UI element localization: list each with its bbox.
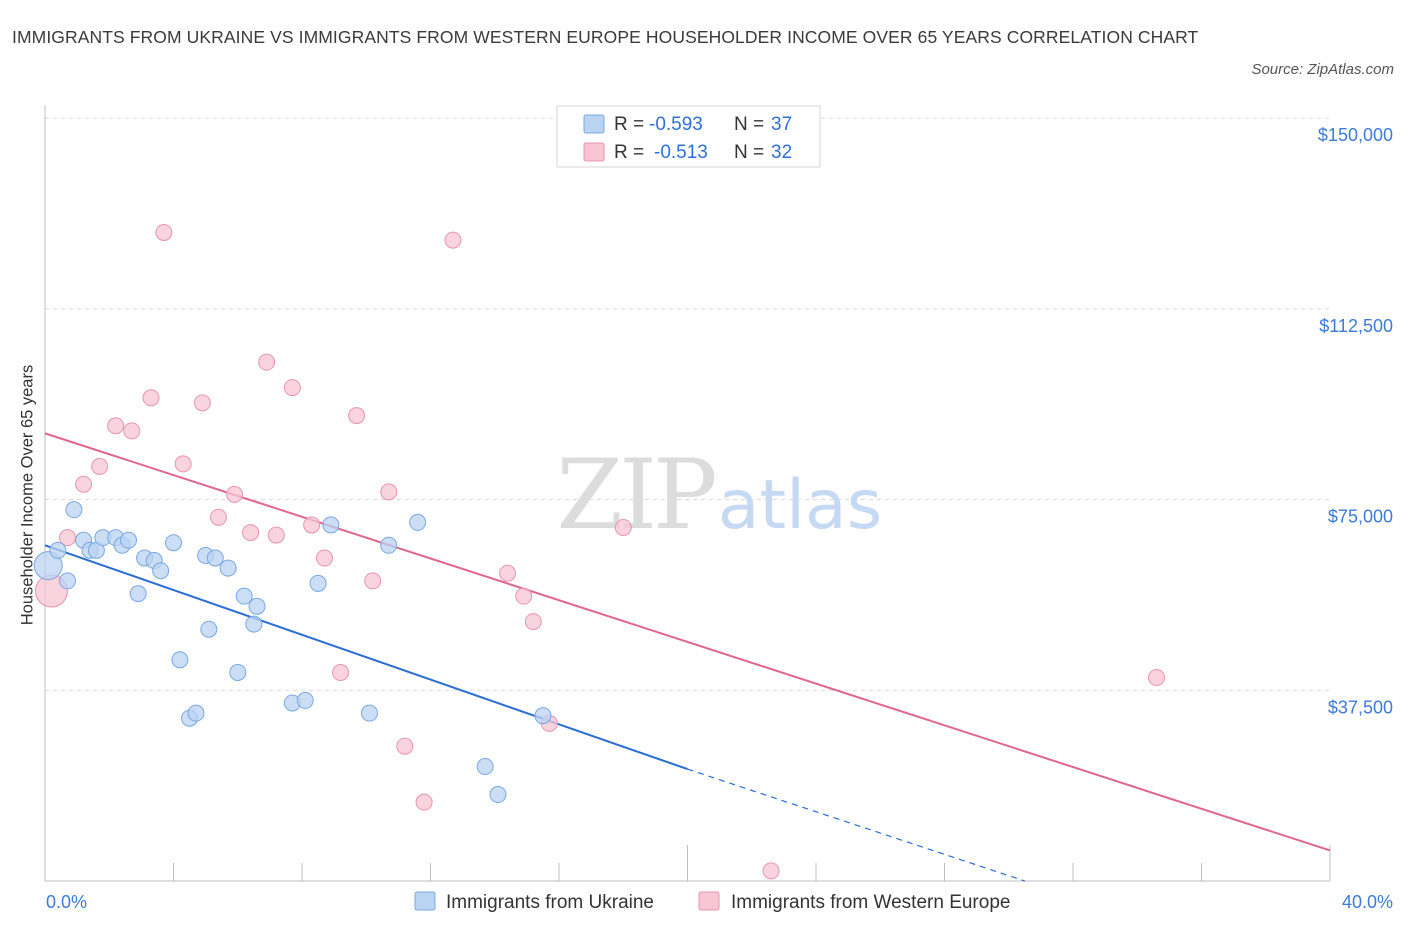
point-western-europe <box>75 475 93 493</box>
x-tick-label-max: 40.0% <box>1342 892 1393 912</box>
legend-r-value-ukraine: -0.593 <box>649 114 703 135</box>
point-ukraine <box>476 758 494 776</box>
axes <box>44 105 1331 882</box>
point-ukraine <box>245 615 263 633</box>
point-western-europe <box>762 862 780 880</box>
y-tick-labels: $37,500 $75,000 $112,500 $150,000 <box>1318 125 1393 717</box>
point-western-europe <box>142 389 160 407</box>
legend-n-label-ukraine: N = <box>734 114 764 135</box>
bottom-legend-label-western-europe: Immigrants from Western Europe <box>731 892 1010 913</box>
point-ukraine <box>171 651 189 669</box>
point-western-europe <box>283 379 301 397</box>
point-western-europe <box>1148 669 1166 687</box>
trend-line-ukraine-extension <box>687 768 1026 882</box>
trend-line-western-europe <box>44 432 1331 852</box>
point-ukraine <box>200 620 218 638</box>
point-ukraine <box>165 534 182 552</box>
point-ukraine <box>58 572 76 590</box>
legend-n-label-western-europe: N = <box>734 142 764 163</box>
point-ukraine <box>33 551 63 581</box>
legend-r-label-western-europe: R = <box>614 142 644 163</box>
point-western-europe <box>515 587 533 605</box>
point-western-europe <box>91 457 109 475</box>
point-ukraine <box>322 516 340 534</box>
point-ukraine <box>229 663 247 681</box>
point-ukraine <box>309 574 327 592</box>
point-western-europe <box>380 483 398 501</box>
y-tick-label: $112,500 <box>1319 316 1393 336</box>
point-ukraine <box>120 531 138 549</box>
point-ukraine <box>296 691 314 709</box>
point-western-europe <box>614 518 632 536</box>
point-western-europe <box>242 524 260 542</box>
watermark-zip: ZIP <box>556 439 715 551</box>
point-ukraine <box>534 707 552 725</box>
point-western-europe <box>209 508 227 526</box>
legend-r-value-western-europe: -0.513 <box>654 142 708 163</box>
y-tick-label: $150,000 <box>1318 125 1393 145</box>
point-ukraine <box>65 501 83 519</box>
point-western-europe <box>415 793 433 811</box>
point-ukraine <box>409 513 427 531</box>
point-ukraine <box>187 704 205 722</box>
point-ukraine <box>248 597 266 615</box>
point-western-europe <box>174 455 192 473</box>
watermark: ZIP atlas <box>556 439 882 551</box>
point-western-europe <box>258 353 276 371</box>
x-tick-label-min: 0.0% <box>46 892 87 912</box>
legend-swatch-western-europe <box>583 142 605 162</box>
point-ukraine <box>489 786 507 804</box>
point-western-europe <box>315 549 333 567</box>
point-western-europe <box>444 231 462 249</box>
legend-n-value-ukraine: 37 <box>771 114 792 135</box>
trend-line-ukraine <box>44 544 688 771</box>
point-western-europe <box>107 417 125 435</box>
source-label: Source: ZipAtlas.com <box>1251 61 1394 78</box>
point-ukraine <box>152 562 170 580</box>
point-western-europe <box>267 526 285 544</box>
point-western-europe <box>193 394 211 412</box>
legend-box: R = -0.593 N = 37 R = -0.513 N = 32 <box>556 105 821 168</box>
watermark-atlas: atlas <box>718 466 882 545</box>
bottom-legend-swatch-ukraine <box>414 891 436 911</box>
point-ukraine <box>235 587 253 605</box>
legend-n-value-western-europe: 32 <box>771 142 792 163</box>
point-ukraine <box>129 585 147 603</box>
point-western-europe <box>123 422 141 440</box>
point-western-europe <box>303 516 321 534</box>
chart-title: IMMIGRANTS FROM UKRAINE VS IMMIGRANTS FR… <box>12 27 1199 47</box>
bottom-legend-label-ukraine: Immigrants from Ukraine <box>446 892 654 913</box>
point-western-europe <box>348 407 366 425</box>
point-ukraine <box>360 704 378 722</box>
bottom-legend: Immigrants from Ukraine Immigrants from … <box>414 891 1010 913</box>
point-ukraine <box>380 536 398 554</box>
trend-lines <box>44 432 1331 882</box>
point-western-europe <box>155 223 173 241</box>
data-points <box>33 223 1166 880</box>
y-tick-label: $75,000 <box>1328 507 1393 527</box>
point-western-europe <box>364 572 382 590</box>
point-western-europe <box>332 663 350 681</box>
gridlines <box>45 117 1330 691</box>
y-tick-label: $37,500 <box>1328 697 1393 717</box>
point-ukraine <box>219 559 237 577</box>
point-western-europe <box>226 485 244 503</box>
point-western-europe <box>499 564 517 582</box>
point-western-europe <box>396 737 414 755</box>
point-ukraine <box>206 549 224 567</box>
point-western-europe <box>524 613 542 631</box>
legend-r-label-ukraine: R = <box>614 114 644 135</box>
bottom-legend-swatch-western-europe <box>698 891 720 911</box>
legend-swatch-ukraine <box>583 114 605 134</box>
point-ukraine <box>49 541 67 559</box>
